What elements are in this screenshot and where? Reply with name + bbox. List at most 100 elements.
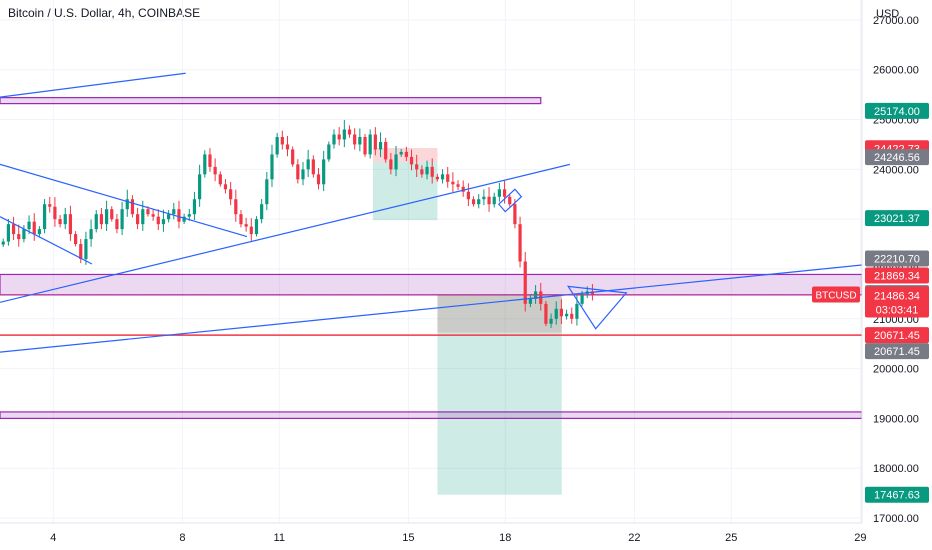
candle[interactable] <box>275 136 279 155</box>
candle[interactable] <box>487 196 491 205</box>
candle[interactable] <box>172 209 176 215</box>
trend-line[interactable] <box>0 216 93 265</box>
candle[interactable] <box>42 204 47 230</box>
time-axis[interactable] <box>0 523 932 550</box>
candle[interactable] <box>17 234 21 240</box>
candle[interactable] <box>203 154 207 175</box>
candle[interactable] <box>544 303 548 324</box>
candle[interactable] <box>234 199 238 215</box>
trend-line[interactable] <box>0 163 248 238</box>
candle[interactable] <box>404 151 408 157</box>
candle[interactable] <box>502 189 507 197</box>
candle[interactable] <box>285 144 290 150</box>
candle[interactable] <box>37 229 42 235</box>
candle[interactable] <box>254 219 259 235</box>
candle[interactable] <box>161 219 166 225</box>
candle[interactable] <box>311 159 315 175</box>
candle[interactable] <box>136 214 140 225</box>
candle[interactable] <box>22 229 26 240</box>
candle[interactable] <box>477 199 481 205</box>
candle[interactable] <box>32 221 36 235</box>
candle[interactable] <box>508 196 512 205</box>
candle[interactable] <box>94 214 98 230</box>
candle[interactable] <box>316 174 321 185</box>
candle[interactable] <box>68 214 73 235</box>
candle[interactable] <box>301 169 305 180</box>
triangle-drawing[interactable] <box>567 285 628 330</box>
candle[interactable] <box>187 214 191 217</box>
trend-line[interactable] <box>0 72 186 98</box>
channel-drawing[interactable] <box>497 188 523 213</box>
candle[interactable] <box>265 179 269 205</box>
candle[interactable] <box>260 204 264 220</box>
candle[interactable] <box>120 209 124 230</box>
candle[interactable] <box>451 181 455 185</box>
candle[interactable] <box>518 224 522 262</box>
candle[interactable] <box>332 134 336 145</box>
candle[interactable] <box>440 174 445 180</box>
candle[interactable] <box>425 166 429 175</box>
candle[interactable] <box>141 209 145 225</box>
candle[interactable] <box>291 149 295 165</box>
candle[interactable] <box>358 136 362 145</box>
candle[interactable] <box>384 141 388 160</box>
candle[interactable] <box>378 141 383 150</box>
candle[interactable] <box>151 214 155 217</box>
candle[interactable] <box>394 154 398 170</box>
candle[interactable] <box>347 129 352 135</box>
candle[interactable] <box>27 221 31 230</box>
candle[interactable] <box>409 156 414 165</box>
candle[interactable] <box>53 206 57 220</box>
candle[interactable] <box>182 216 186 222</box>
candle[interactable] <box>146 209 150 215</box>
candle[interactable] <box>73 234 78 245</box>
candle[interactable] <box>48 204 52 207</box>
candle[interactable] <box>1 241 5 245</box>
candle[interactable] <box>208 154 212 167</box>
candle[interactable] <box>580 293 584 304</box>
candle[interactable] <box>435 176 439 180</box>
candle[interactable] <box>549 318 553 324</box>
candle[interactable] <box>270 154 274 180</box>
candle[interactable] <box>58 219 62 225</box>
candle[interactable] <box>430 166 434 177</box>
candle[interactable] <box>415 164 419 170</box>
candle[interactable] <box>99 214 104 225</box>
candle[interactable] <box>79 244 83 260</box>
candle[interactable] <box>368 134 372 155</box>
candle[interactable] <box>570 313 574 319</box>
candle[interactable] <box>110 209 114 220</box>
candle[interactable] <box>218 174 222 185</box>
candle[interactable] <box>306 159 310 170</box>
candle[interactable] <box>533 291 538 299</box>
candle[interactable] <box>497 189 501 197</box>
candle[interactable] <box>6 224 10 242</box>
candle[interactable] <box>213 166 217 175</box>
candle[interactable] <box>373 134 377 150</box>
candle[interactable] <box>513 204 517 225</box>
candle[interactable] <box>456 184 460 187</box>
candle[interactable] <box>327 144 331 160</box>
take-profit-zone[interactable] <box>437 294 562 495</box>
candle[interactable] <box>115 219 119 230</box>
trend-line[interactable] <box>0 264 863 353</box>
candle[interactable] <box>249 226 253 235</box>
candle[interactable] <box>198 174 202 200</box>
candle[interactable] <box>575 303 579 319</box>
candle[interactable] <box>223 184 228 190</box>
candle[interactable] <box>322 159 326 185</box>
candle[interactable] <box>559 308 564 317</box>
candle[interactable] <box>177 209 181 222</box>
candle[interactable] <box>471 199 476 205</box>
candle[interactable] <box>492 196 496 205</box>
candle[interactable] <box>244 224 248 227</box>
candle[interactable] <box>461 186 465 192</box>
trend-line[interactable] <box>0 163 570 303</box>
candle[interactable] <box>363 136 367 155</box>
candle[interactable] <box>84 239 88 260</box>
candle[interactable] <box>296 164 300 180</box>
candle[interactable] <box>125 199 129 210</box>
rectangle-zone[interactable] <box>0 97 542 105</box>
candle[interactable] <box>554 308 558 319</box>
